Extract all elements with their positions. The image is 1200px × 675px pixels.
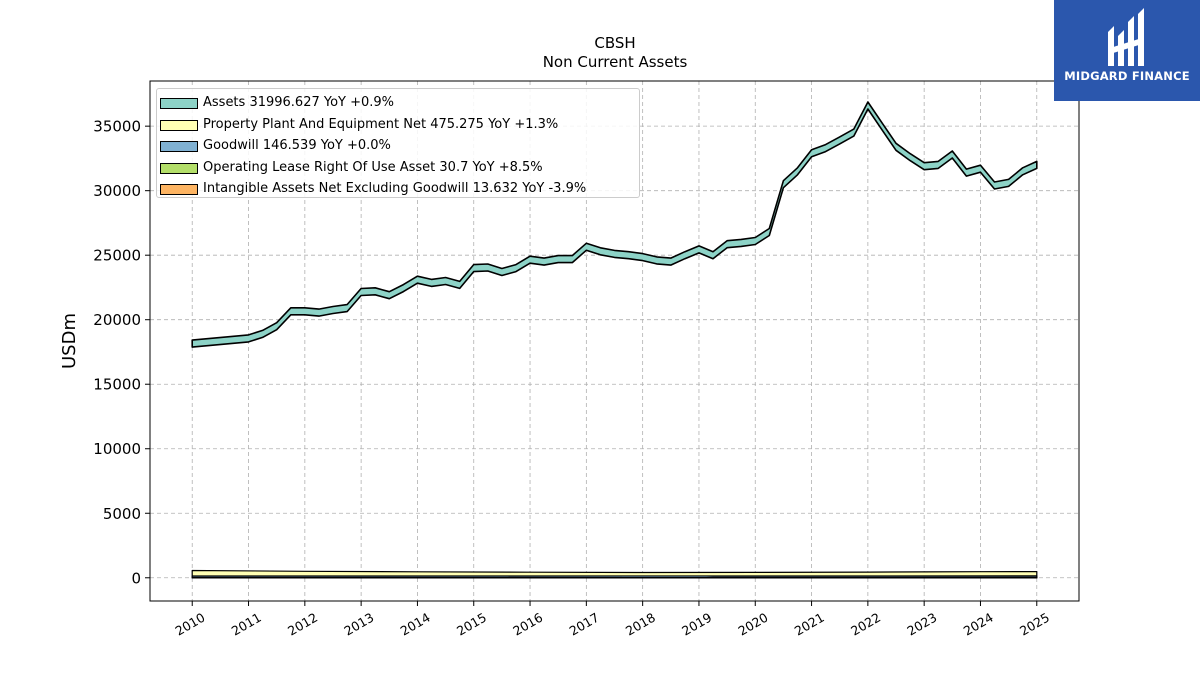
- x-tick-label: 2022: [848, 610, 883, 639]
- y-tick-label: 35000: [93, 118, 141, 136]
- legend-item-goodwill: Goodwill 146.539 YoY +0.0%: [157, 135, 639, 157]
- series-areas: [191, 101, 1038, 579]
- x-tick-label: 2018: [623, 610, 658, 639]
- legend-item-intangible: Intangible Assets Net Excluding Goodwill…: [157, 178, 639, 200]
- y-axis-label: USDm: [59, 313, 80, 369]
- y-tick-label: 25000: [93, 247, 141, 265]
- y-tick-label: 5000: [103, 505, 141, 523]
- legend-label: Assets 31996.627 YoY +0.9%: [203, 95, 395, 110]
- y-tick-label: 10000: [93, 440, 141, 458]
- x-tick-label: 2024: [961, 610, 996, 639]
- legend-swatch-intangible: [160, 184, 198, 196]
- x-tick-label: 2025: [1017, 610, 1052, 639]
- x-tick-label: 2020: [735, 610, 770, 639]
- x-tick-label: 2021: [792, 610, 827, 639]
- legend-item-ppe: Property Plant And Equipment Net 475.275…: [157, 114, 639, 136]
- x-tick-label: 2023: [904, 610, 939, 639]
- x-tick-label: 2019: [679, 610, 714, 639]
- x-tick-label: 2016: [510, 610, 545, 639]
- legend-item-assets: Assets 31996.627 YoY +0.9%: [157, 92, 639, 114]
- x-tick-label: 2011: [229, 610, 264, 639]
- legend-item-operating-lease: Operating Lease Right Of Use Asset 30.7 …: [157, 157, 639, 179]
- legend-swatch-operating-lease: [160, 162, 198, 174]
- x-tick-label: 2010: [172, 610, 207, 639]
- legend-swatch-ppe: [160, 119, 198, 131]
- chart-subtitle: Non Current Assets: [543, 53, 688, 71]
- plot-frame: [149, 80, 1080, 602]
- y-tick-label: 0: [131, 569, 141, 587]
- y-tick-label: 15000: [93, 376, 141, 394]
- x-tick-label: 2015: [454, 610, 489, 639]
- series-assets: [191, 101, 1038, 348]
- legend: Assets 31996.627 YoY +0.9% Property Plan…: [156, 88, 640, 198]
- x-tick-label: 2014: [398, 610, 433, 639]
- y-tick-label: 20000: [93, 311, 141, 329]
- x-tick-label: 2017: [567, 610, 602, 639]
- legend-label: Property Plant And Equipment Net 475.275…: [203, 116, 559, 132]
- x-tick-label: 2013: [341, 610, 376, 639]
- x-tick-label: 2012: [285, 610, 320, 639]
- chart-title: CBSH: [594, 34, 635, 52]
- logo-text: MIDGARD FINANCE: [1064, 69, 1190, 83]
- brand-logo: MIDGARD FINANCE: [1054, 0, 1200, 101]
- y-tick-label: 30000: [93, 182, 141, 200]
- legend-swatch-goodwill: [160, 141, 198, 153]
- legend-label: Intangible Assets Net Excluding Goodwill…: [203, 181, 587, 197]
- legend-label: Operating Lease Right Of Use Asset 30.7 …: [203, 159, 543, 175]
- legend-swatch-assets: [160, 98, 198, 109]
- midgard-logo-icon: [1108, 8, 1144, 66]
- legend-label: Goodwill 146.539 YoY +0.0%: [203, 138, 391, 154]
